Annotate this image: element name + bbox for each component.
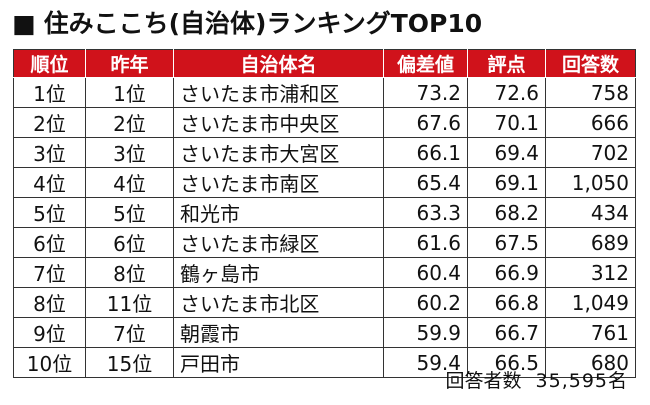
cell-respondents: 434 [545,197,636,228]
table-body: 1位 1位 さいたま市浦和区 73.2 72.6 758 2位 2位 さいたま市中央区 67.6 7… [13,77,636,378]
cell-municipality: 和光市 [173,197,384,228]
table-row: 1位 1位 さいたま市浦和区 73.2 72.6 758 [13,77,636,108]
table-row: 5位 5位 和光市 63.3 68.2 434 [13,197,636,228]
cell-municipality: さいたま市北区 [173,287,384,318]
cell-rank: 10位 [13,347,86,378]
cell-score: 69.1 [467,167,546,198]
table-row: 3位 3位 さいたま市大宮区 66.1 69.4 702 [13,137,636,168]
cell-respondents: 702 [545,137,636,168]
cell-rank: 1位 [13,77,86,108]
cell-deviation: 61.6 [383,227,468,258]
cell-rank: 4位 [13,167,86,198]
cell-respondents: 689 [545,227,636,258]
cell-municipality: 戸田市 [173,347,384,378]
cell-deviation: 63.3 [383,197,468,228]
cell-score: 69.4 [467,137,546,168]
cell-municipality: さいたま市大宮区 [173,137,384,168]
cell-deviation: 60.4 [383,257,468,288]
cell-previous-year: 5位 [85,197,174,228]
cell-deviation: 59.4 [383,347,468,378]
cell-rank: 2位 [13,107,86,138]
cell-respondents: 1,049 [545,287,636,318]
cell-score: 66.7 [467,317,546,348]
cell-respondents: 1,050 [545,167,636,198]
header-previous-year: 昨年 [85,49,174,78]
cell-previous-year: 11位 [85,287,174,318]
cell-deviation: 67.6 [383,107,468,138]
cell-rank: 9位 [13,317,86,348]
cell-score: 67.5 [467,227,546,258]
respondent-total: 回答者数 35,595名 [446,366,629,393]
cell-rank: 5位 [13,197,86,228]
cell-previous-year: 2位 [85,107,174,138]
cell-rank: 7位 [13,257,86,288]
cell-municipality: さいたま市中央区 [173,107,384,138]
cell-rank: 3位 [13,137,86,168]
page-title: ■ 住みここち(自治体)ランキングTOP10 [12,6,482,42]
table-row: 9位 7位 朝霞市 59.9 66.7 761 [13,317,636,348]
header-deviation: 偏差値 [383,49,468,78]
cell-previous-year: 3位 [85,137,174,168]
respondent-total-value: 35,595名 [535,370,628,392]
cell-score: 66.9 [467,257,546,288]
table-row: 4位 4位 さいたま市南区 65.4 69.1 1,050 [13,167,636,198]
table-row: 10位 15位 戸田市 59.4 66.5 680 [13,347,636,378]
cell-deviation: 60.2 [383,287,468,318]
cell-municipality: さいたま市南区 [173,167,384,198]
cell-deviation: 59.9 [383,317,468,348]
cell-score: 68.2 [467,197,546,228]
cell-municipality: さいたま市浦和区 [173,77,384,108]
cell-previous-year: 1位 [85,77,174,108]
cell-respondents: 666 [545,107,636,138]
table-row: 2位 2位 さいたま市中央区 67.6 70.1 666 [13,107,636,138]
cell-deviation: 65.4 [383,167,468,198]
respondent-total-label: 回答者数 [445,370,522,392]
cell-municipality: さいたま市緑区 [173,227,384,258]
cell-score: 70.1 [467,107,546,138]
table-row: 7位 8位 鶴ヶ島市 60.4 66.9 312 [13,257,636,288]
cell-previous-year: 15位 [85,347,174,378]
header-municipality: 自治体名 [173,49,384,78]
cell-respondents: 758 [545,77,636,108]
ranking-table: 順位 昨年 自治体名 偏差値 評点 回答数 1位 1位 さいたま市浦和区 73.2 72… [13,49,636,378]
cell-deviation: 66.1 [383,137,468,168]
cell-score: 72.6 [467,77,546,108]
cell-municipality: 鶴ヶ島市 [173,257,384,288]
square-bullet-icon: ■ [12,9,36,38]
cell-respondents: 312 [545,257,636,288]
header-respondents: 回答数 [545,49,636,78]
cell-rank: 8位 [13,287,86,318]
table-row: 6位 6位 さいたま市緑区 61.6 67.5 689 [13,227,636,258]
cell-score: 66.5 [467,347,546,378]
cell-respondents: 761 [545,317,636,348]
cell-respondents: 680 [545,347,636,378]
cell-deviation: 73.2 [383,77,468,108]
table-row: 8位 11位 さいたま市北区 60.2 66.8 1,049 [13,287,636,318]
cell-score: 66.8 [467,287,546,318]
cell-previous-year: 7位 [85,317,174,348]
cell-previous-year: 8位 [85,257,174,288]
title-text: 住みここち(自治体)ランキングTOP10 [43,9,483,38]
cell-previous-year: 6位 [85,227,174,258]
header-rank: 順位 [13,49,86,78]
cell-municipality: 朝霞市 [173,317,384,348]
cell-previous-year: 4位 [85,167,174,198]
cell-rank: 6位 [13,227,86,258]
table-header: 順位 昨年 自治体名 偏差値 評点 回答数 [13,49,636,78]
header-score: 評点 [467,49,546,78]
